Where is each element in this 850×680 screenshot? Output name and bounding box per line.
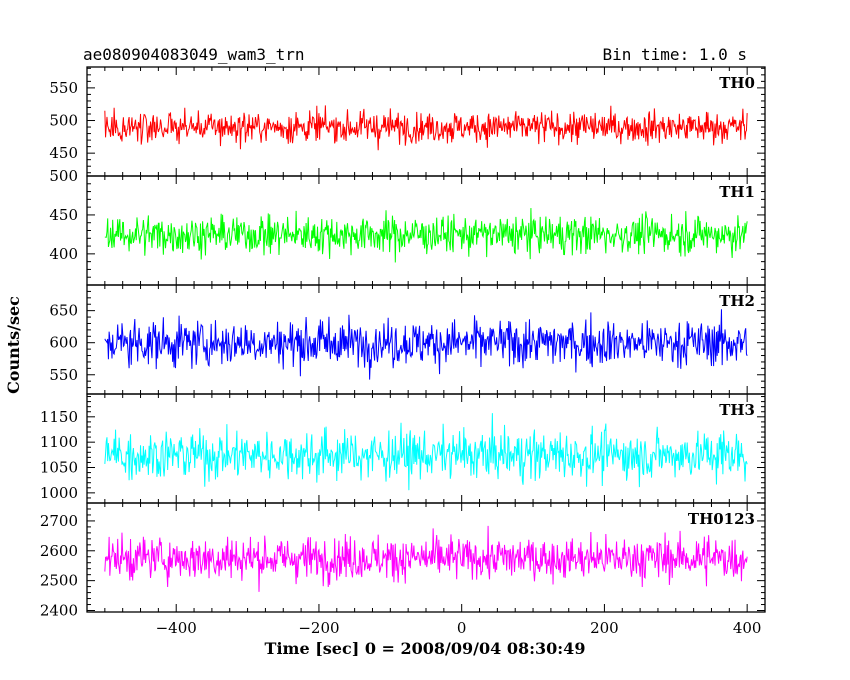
x-axis-label: Time [sec] 0 = 2008/09/04 08:30:49 <box>265 639 586 658</box>
series-line-th2 <box>104 309 748 380</box>
panels-group: 450 500 550 TH0 400 450 500 TH1 550 600 650 TH2 1000… <box>40 66 766 620</box>
panel-th0123: 2400 2500 2600 2700 TH0123 <box>40 502 766 620</box>
y-tick-label-th2: 650 <box>49 302 78 320</box>
panel-label-th1: TH1 <box>719 183 755 201</box>
y-tick-label-th0: 450 <box>49 144 78 162</box>
y-tick-label-th1: 400 <box>49 245 78 263</box>
x-tick-label: −400 <box>156 619 197 637</box>
panel-label-th0: TH0 <box>719 74 755 92</box>
y-tick-label-th3: 1100 <box>40 433 78 451</box>
x-tick-labels: −400 −200 0 200 400 <box>156 619 762 637</box>
y-tick-label-th3: 1050 <box>40 459 78 477</box>
y-tick-label-th2: 550 <box>49 366 78 384</box>
x-tick-label: −200 <box>298 619 339 637</box>
x-tick-label: 200 <box>590 619 619 637</box>
panel-th2: 550 600 650 TH2 <box>49 284 766 395</box>
y-tick-label-th0123: 2600 <box>40 542 78 560</box>
series-line-th0 <box>104 105 748 151</box>
panel-th1: 400 450 500 TH1 <box>49 167 766 286</box>
series-line-th0123 <box>104 525 748 592</box>
x-tick-label: 400 <box>733 619 762 637</box>
y-tick-label-th3: 1000 <box>40 484 78 502</box>
panel-label-th3: TH3 <box>719 401 755 419</box>
series-line-th1 <box>104 208 748 263</box>
panel-th0: 450 500 550 TH0 <box>49 66 766 177</box>
panel-label-th0123: TH0123 <box>688 510 755 528</box>
y-tick-label-th0123: 2400 <box>40 602 78 620</box>
y-tick-label-th3: 1150 <box>40 408 78 426</box>
x-tick-label: 0 <box>457 619 467 637</box>
y-tick-label-th2: 600 <box>49 334 78 352</box>
chart-title-left: ae080904083049_wam3_trn <box>83 45 305 64</box>
y-tick-label-th0: 550 <box>49 79 78 97</box>
y-tick-label-th0: 500 <box>49 112 78 130</box>
y-axis-label: Counts/sec <box>4 296 23 394</box>
y-tick-label-th0123: 2700 <box>40 512 78 530</box>
y-tick-label-th0123: 2500 <box>40 572 78 590</box>
y-tick-label-th1: 500 <box>49 167 78 185</box>
chart-title-right: Bin time: 1.0 s <box>603 45 748 64</box>
y-tick-label-th1: 450 <box>49 206 78 224</box>
panel-th3: 1000 1050 1100 1150 TH3 <box>40 393 766 504</box>
panel-label-th2: TH2 <box>719 292 755 310</box>
series-line-th3 <box>104 413 748 491</box>
